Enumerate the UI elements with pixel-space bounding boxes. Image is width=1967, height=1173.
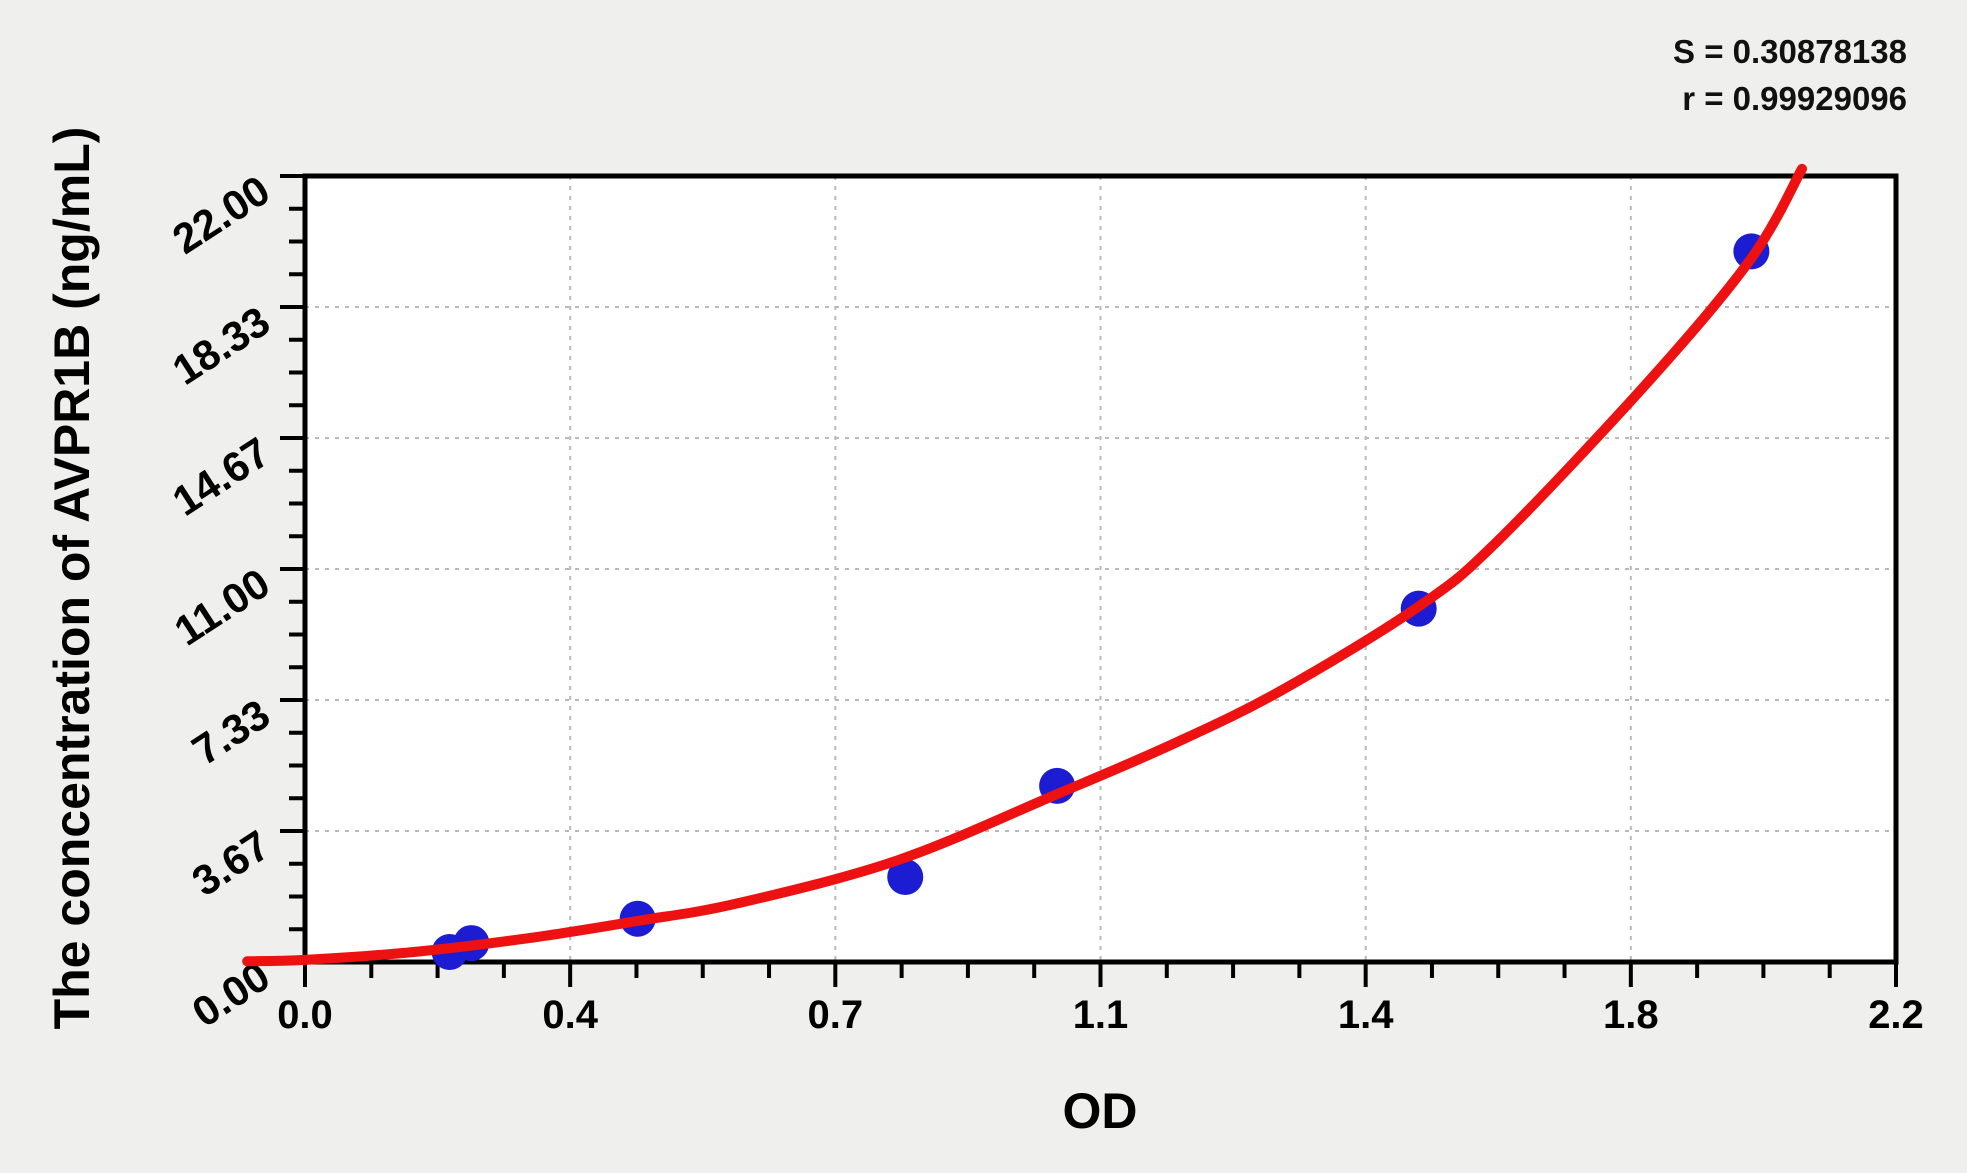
x-tick-label: 0.4 — [542, 993, 598, 1037]
y-tick-label: 7.33 — [184, 690, 278, 774]
y-tick-label: 3.67 — [184, 821, 278, 905]
y-axis-title: The concentration of AVPR1B (ng/mL) — [44, 126, 100, 1030]
y-tick-label: 18.33 — [164, 297, 278, 394]
y-tick-label: 14.67 — [164, 428, 278, 525]
x-tick-label: 1.4 — [1338, 993, 1394, 1037]
fit-statistics: S = 0.30878138 r = 0.99929096 — [1673, 28, 1907, 122]
r-statistic: r = 0.99929096 — [1682, 80, 1907, 117]
x-tick-label: 1.8 — [1603, 993, 1659, 1037]
x-tick-label: 0.0 — [277, 993, 333, 1037]
y-tick-label: 11.00 — [166, 559, 278, 654]
s-statistic: S = 0.30878138 — [1673, 33, 1907, 70]
y-tick-label: 22.00 — [164, 166, 278, 263]
fit-curve — [242, 163, 1807, 967]
x-axis-title: OD — [1062, 1083, 1138, 1139]
plot-frame — [302, 173, 1899, 965]
data-point — [887, 858, 924, 895]
x-tick-label: 0.7 — [808, 993, 864, 1037]
x-tick-label: 1.1 — [1073, 993, 1129, 1037]
x-tick-label: 2.2 — [1868, 993, 1924, 1037]
